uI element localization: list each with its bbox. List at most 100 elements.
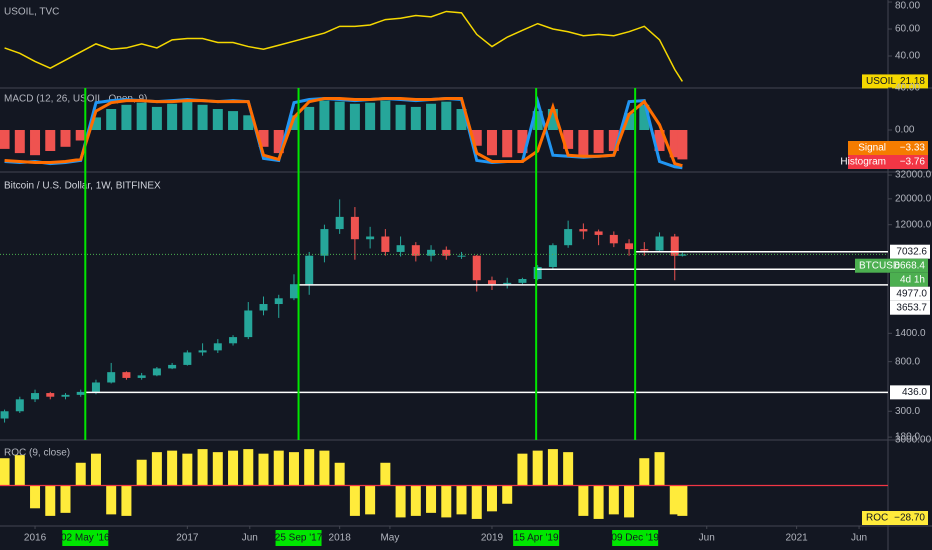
price-badge: [862, 74, 928, 89]
roc-bar: [212, 452, 223, 486]
histogram-bar: [517, 130, 528, 154]
y-tick-label: 40.00: [895, 83, 920, 94]
roc-bar: [532, 450, 543, 486]
date-marker-label: 25 Sep '17: [275, 533, 323, 544]
roc-bar: [654, 452, 665, 486]
histogram-bar: [14, 130, 25, 154]
roc-bar: [624, 485, 635, 518]
histogram-bar: [151, 106, 162, 130]
candle-body: [548, 245, 557, 267]
candle-body: [76, 391, 85, 395]
candle-body: [335, 216, 344, 230]
roc-bar: [228, 450, 239, 486]
date-marker-badge: [612, 530, 659, 546]
candle-body: [183, 352, 192, 365]
roc-bar: [60, 485, 71, 513]
candle-body: [411, 245, 420, 256]
histogram-bar: [334, 101, 345, 130]
roc-bar: [45, 485, 56, 516]
histogram-bar: [90, 117, 101, 130]
histogram-bar: [319, 100, 330, 130]
roc-bar: [380, 462, 391, 486]
histogram-bar: [75, 130, 86, 141]
roc-bar: [288, 452, 299, 486]
candle-body: [533, 266, 542, 280]
roc-bar: [30, 485, 41, 509]
y-tick-label: 20000.0: [895, 193, 932, 204]
roc-bar: [517, 453, 528, 486]
candle-body: [61, 394, 70, 397]
x-tick-label: 2017: [176, 533, 199, 544]
y-tick-label: 0.00: [895, 125, 915, 136]
histogram-bar: [532, 111, 543, 130]
histogram-bar: [60, 130, 71, 147]
roc-bar: [75, 462, 86, 486]
histogram-bar: [273, 130, 284, 154]
x-tick-label: May: [380, 533, 399, 544]
histogram-bar: [212, 109, 223, 130]
y-tick-label: 60.00: [895, 24, 920, 35]
roc-bar: [426, 485, 437, 513]
histogram-bar: [547, 109, 558, 130]
candle-body: [457, 255, 466, 257]
histogram-bar: [563, 130, 574, 149]
roc-bar: [502, 485, 513, 504]
date-marker-badge: [275, 530, 322, 546]
pane-title: ROC (9, close): [4, 448, 70, 459]
y-tick-label: 12000.0: [895, 219, 932, 230]
roc-bar: [471, 485, 482, 519]
badge-value: −3.76: [900, 157, 926, 168]
roc-bar: [14, 455, 25, 486]
candle-body: [564, 229, 573, 246]
y-tick-label: 180.0: [895, 432, 920, 443]
date-marker-badge: [62, 530, 109, 546]
candle-body: [594, 231, 603, 235]
histogram-bar: [608, 130, 619, 151]
histogram-bar: [624, 113, 635, 130]
histogram-bar: [228, 111, 239, 130]
candle-body: [350, 216, 359, 240]
histogram-bar: [365, 102, 376, 130]
histogram-bar: [182, 101, 193, 130]
candle-body: [518, 279, 527, 283]
y-tick-label: 80.00: [895, 1, 920, 12]
candle-body: [625, 243, 634, 250]
badge-name: Histogram: [840, 157, 886, 168]
indicator-badge: [862, 511, 928, 525]
histogram-bar: [486, 130, 497, 156]
roc-bar: [136, 459, 147, 486]
candle-body: [107, 372, 116, 383]
histogram-bar: [639, 104, 650, 130]
roc-bar: [410, 485, 421, 516]
y-tick-label: 3000.00: [895, 435, 932, 446]
x-tick-label: Jun: [851, 533, 867, 544]
candle-body: [320, 229, 329, 256]
histogram-bar: [669, 130, 680, 158]
roc-bar: [349, 485, 360, 516]
histogram-bar: [426, 103, 437, 130]
level-label: 3653.7: [896, 302, 927, 313]
histogram-bar: [502, 130, 513, 158]
countdown: 4d 1h: [900, 274, 925, 285]
candle-body: [609, 234, 618, 244]
candle-body: [655, 236, 664, 251]
roc-bar: [182, 453, 193, 486]
roc-bar: [441, 485, 452, 518]
badge-name: BTCUSD: [859, 260, 900, 271]
date-marker-label: 09 Dec '19: [611, 533, 659, 544]
roc-bar: [243, 449, 254, 486]
histogram-bar: [380, 100, 391, 130]
roc-bar: [319, 450, 330, 486]
x-tick-label: Jun: [699, 533, 715, 544]
histogram-bar: [677, 130, 688, 160]
histogram-bar: [258, 130, 269, 147]
roc-bar: [639, 458, 650, 486]
candle-body: [289, 284, 298, 299]
last-badge: [855, 258, 928, 273]
x-tick-label: Jun: [242, 533, 258, 544]
roc-bar: [273, 450, 284, 486]
roc-bar: [258, 453, 269, 486]
candle-body: [427, 249, 436, 256]
histogram-bar: [30, 130, 41, 156]
